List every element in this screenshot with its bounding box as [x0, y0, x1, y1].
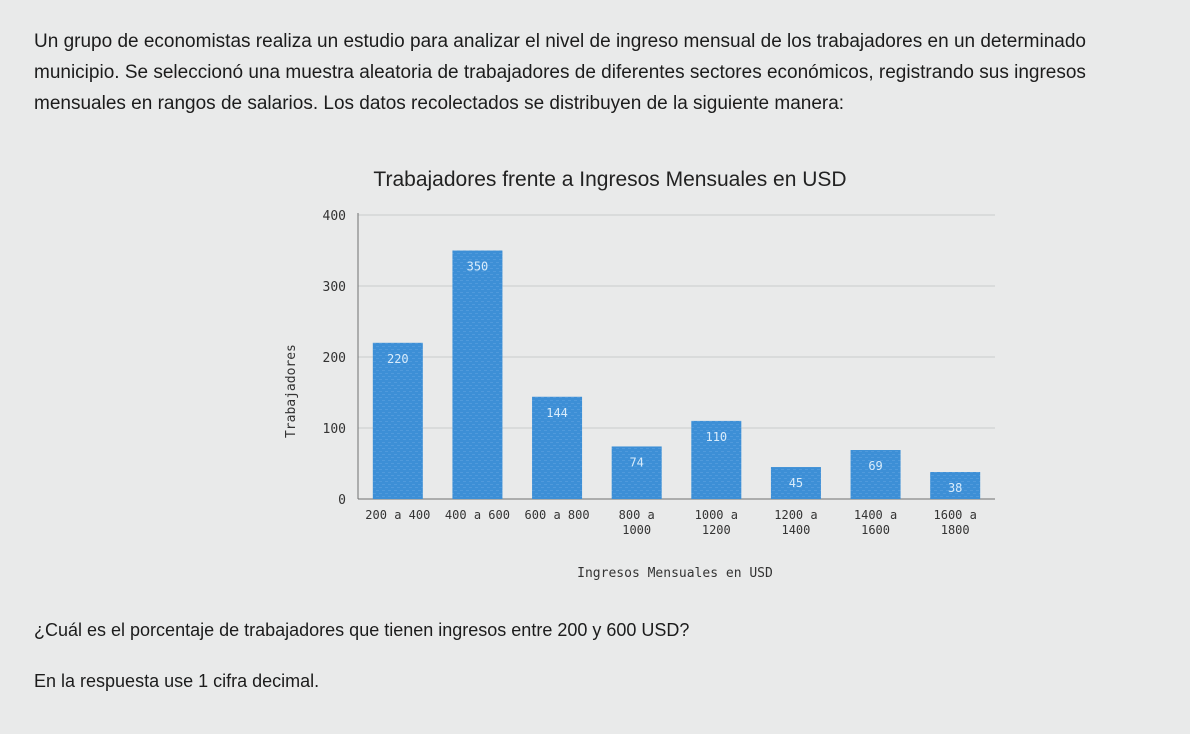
x-tick-label: 1200 [702, 523, 731, 537]
bar-chart: Trabajadores frente a Ingresos Mensuales… [284, 168, 995, 581]
x-tick-label: 1200 a [774, 508, 817, 522]
bar-6 [770, 467, 821, 499]
x-axis-label: Ingresos Mensuales en USD [577, 566, 773, 581]
y-axis-label: Trabajadores [284, 344, 299, 438]
y-tick-label: 300 [323, 280, 346, 295]
question-text: ¿Cuál es el porcentaje de trabajadores q… [34, 620, 690, 640]
x-tick-label: 400 a 600 [445, 508, 510, 522]
bar-data-label: 110 [705, 430, 727, 444]
y-tick-label: 100 [323, 422, 346, 437]
bar-4 [611, 446, 662, 499]
bar-data-label: 144 [546, 406, 568, 420]
bar-5 [691, 420, 742, 499]
x-tick-label: 1400 a [854, 508, 897, 522]
x-tick-label: 1000 [622, 523, 651, 537]
y-tick-label: 200 [323, 351, 346, 366]
bar-2 [452, 250, 503, 499]
x-tick-label: 1600 a [934, 508, 977, 522]
bar-data-label: 38 [948, 481, 962, 495]
bar-1 [372, 342, 423, 499]
x-tick-label: 600 a 800 [525, 508, 590, 522]
bar-data-label: 45 [789, 476, 803, 490]
x-tick-label: 1400 [781, 523, 810, 537]
y-tick-label: 400 [323, 209, 346, 224]
x-tick-label: 1000 a [695, 508, 738, 522]
bar-3 [532, 396, 583, 499]
bar-data-label: 69 [868, 459, 882, 473]
bar-data-label: 220 [387, 352, 409, 366]
x-tick-label: 800 a [619, 508, 655, 522]
x-tick-label: 1800 [941, 523, 970, 537]
y-tick-label: 0 [338, 493, 346, 508]
answer-note: En la respuesta use 1 cifra decimal. [34, 671, 320, 691]
bar-7 [850, 450, 901, 499]
bar-data-label: 74 [629, 455, 643, 469]
x-tick-label: 1600 [861, 523, 890, 537]
bar-8 [930, 472, 981, 499]
problem-intro: Un grupo de economistas realiza un estud… [34, 31, 1086, 114]
chart-title: Trabajadores frente a Ingresos Mensuales… [373, 168, 846, 191]
x-tick-label: 200 a 400 [365, 508, 430, 522]
bar-data-label: 350 [467, 260, 489, 274]
